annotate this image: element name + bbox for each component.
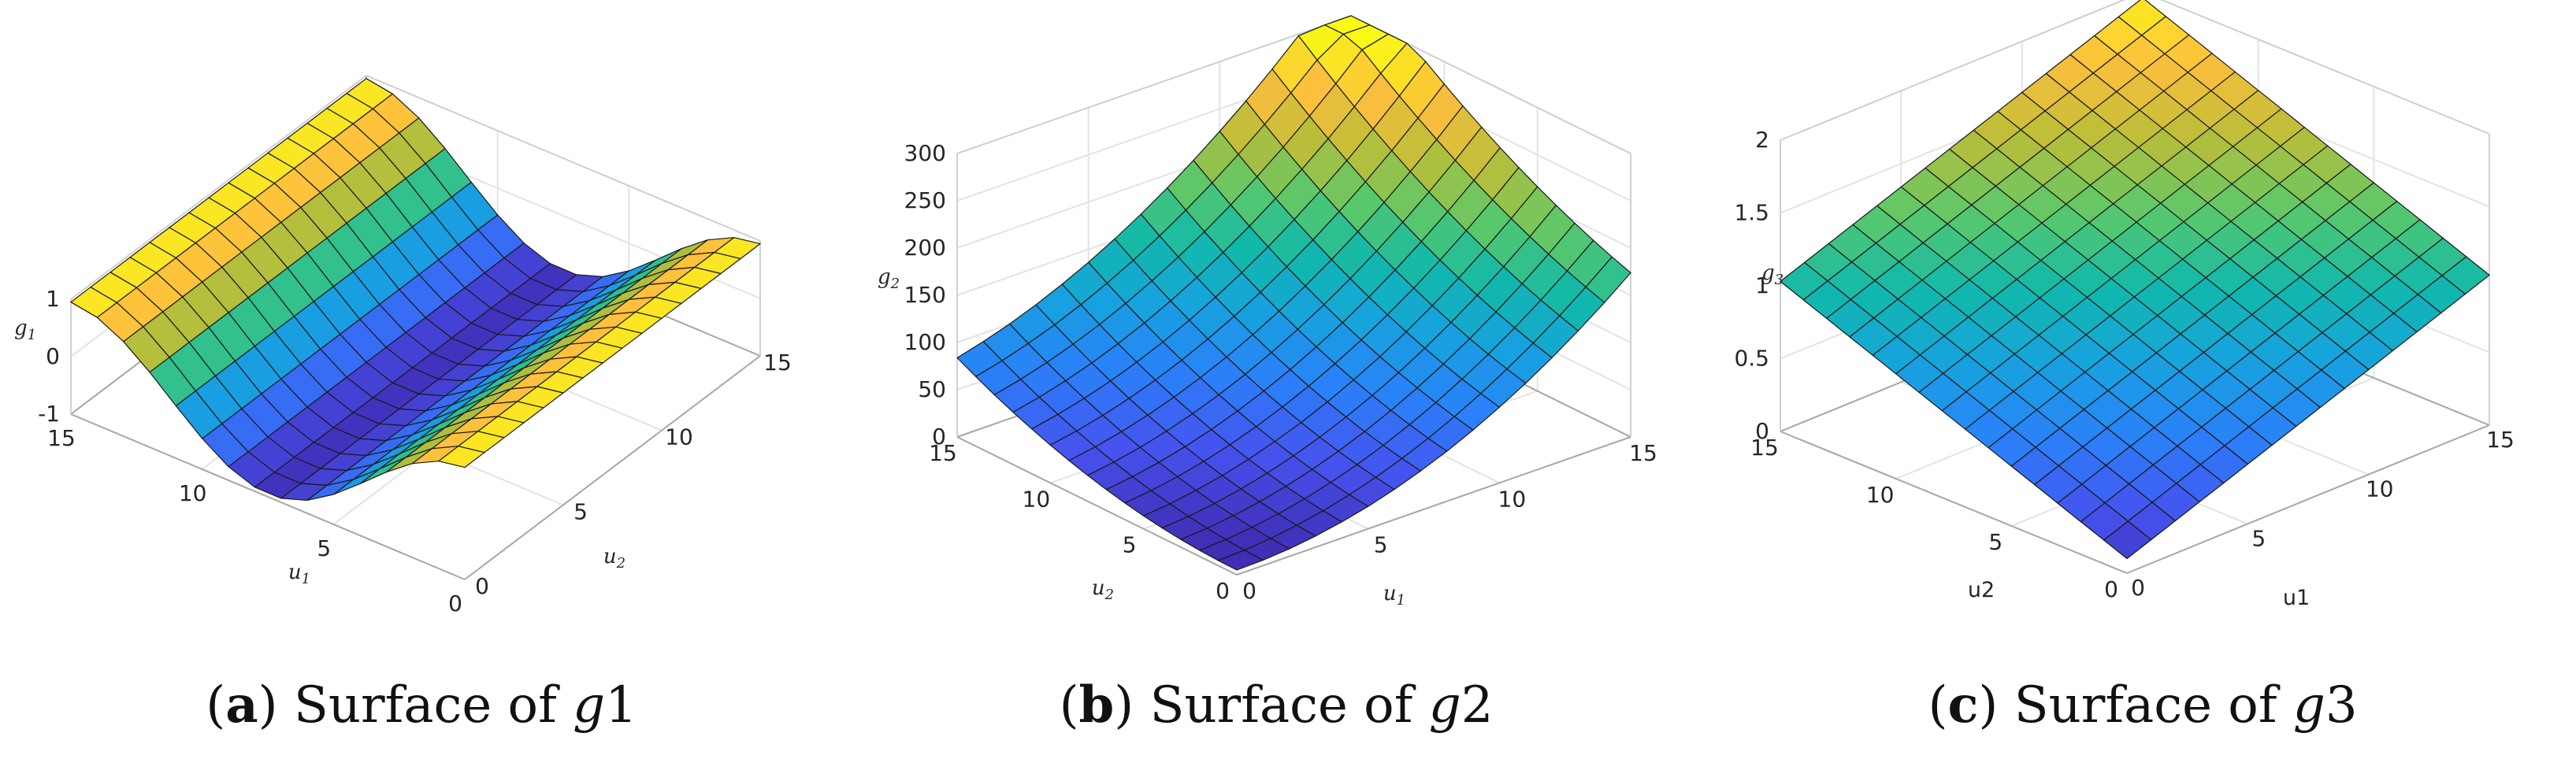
surface-mesh	[1780, 0, 2490, 560]
y-tick-label: 10	[1866, 482, 1895, 508]
z-tick-label: 300	[904, 140, 946, 166]
z-tick-label: 0	[1755, 418, 1769, 444]
y-axis-label: u2	[603, 545, 625, 572]
axis-edge	[956, 15, 1352, 154]
z-tick-label: 50	[918, 376, 946, 402]
x-axis-label: u1	[1383, 582, 1405, 609]
z-axis-label: g1	[14, 317, 36, 343]
z-tick-label: -1	[38, 401, 60, 427]
y-tick-label: 10	[1023, 486, 1051, 512]
z-tick-label: 0	[932, 424, 946, 450]
surface-patch	[70, 287, 117, 318]
z-tick-label: 200	[904, 235, 946, 261]
z-tick-label: 0	[46, 343, 60, 369]
z-tick-label: 0.5	[1734, 346, 1769, 372]
axis-edge	[70, 413, 466, 580]
y-tick-label: 10	[665, 424, 693, 450]
axis-edge	[464, 355, 761, 580]
axis-edge	[1236, 436, 1631, 576]
z-tick-label: 1.5	[1734, 200, 1769, 226]
axis-edge	[70, 75, 367, 300]
x-tick-label: 5	[1374, 532, 1388, 558]
x-tick-label: 10	[179, 480, 207, 506]
y-axis-label: u2	[1968, 578, 1995, 602]
y-tick-label: 15	[763, 350, 792, 376]
y-tick-label: 5	[573, 498, 588, 524]
x-tick-label: 0	[1242, 578, 1256, 604]
z-tick-label: 150	[904, 282, 946, 308]
x-tick-label: 5	[2251, 525, 2266, 551]
caption-g2: (b) Surface of g2	[1059, 676, 1494, 735]
axis-edge	[2159, 0, 2490, 135]
z-tick-label: 1	[46, 286, 60, 312]
x-tick-label: 10	[2366, 476, 2394, 502]
surface-mesh	[956, 15, 1631, 571]
x-tick-label: 15	[2486, 427, 2515, 453]
y-tick-label: 15	[929, 440, 957, 466]
axis-edge	[956, 436, 1238, 576]
y-tick-label: 0	[2104, 576, 2118, 602]
surface-panel-g1: 0 5 10 15 0 5 10 15 -1 0 1 u1 u2 g1 (a) Surface of g1	[0, 0, 843, 770]
x-tick-label: 0	[448, 590, 462, 616]
x-tick-label: 5	[317, 535, 331, 561]
y-tick-label: 15	[1750, 435, 1779, 461]
z-tick-label: 2	[1755, 127, 1769, 153]
y-tick-label: 0	[475, 573, 489, 599]
x-axis-label: u1	[288, 561, 310, 587]
x-tick-label: 0	[2131, 575, 2145, 601]
x-tick-label: 10	[1498, 486, 1527, 512]
surface-patch	[2103, 520, 2152, 560]
surface-panel-g2: 0 5 10 15 0 5 10 15 0 50 100 150 200 250 300 u1 u2 g2 (b)…	[843, 0, 1709, 770]
z-tick-label: 1	[1755, 272, 1769, 298]
y-axis-label: u2	[1092, 576, 1114, 603]
z-tick-label: 250	[904, 187, 946, 213]
axis-edge	[366, 75, 761, 242]
z-axis-label: g3	[1761, 261, 1784, 288]
axis-edge	[1780, 0, 2126, 141]
surface-patch	[1217, 550, 1264, 571]
y-tick-label: 5	[1123, 532, 1137, 558]
y-tick-label: 5	[1988, 529, 2003, 555]
z-axis-label: g2	[878, 265, 900, 292]
caption-g1: (a) Surface of g1	[206, 676, 637, 735]
axis-edge	[1780, 431, 2128, 574]
caption-g3: (c) Surface of g3	[1928, 676, 2358, 735]
x-tick-label: 15	[1629, 440, 1657, 466]
z-tick-label: 100	[904, 329, 946, 355]
surface-panel-g3: 0 5 10 15 0 5 10 15 0 0.5 1 1.5 2 u1 u2 g3 (c) Surface …	[1709, 0, 2576, 770]
x-tick-label: 15	[47, 425, 76, 451]
y-tick-label: 0	[1216, 578, 1230, 604]
surface-mesh	[70, 78, 761, 502]
axis-edge	[2126, 424, 2490, 574]
x-axis-label: u1	[2283, 586, 2310, 610]
